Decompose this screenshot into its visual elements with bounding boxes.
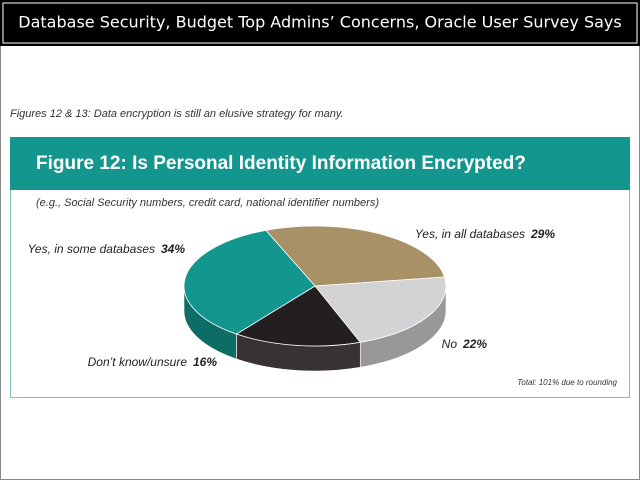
slice-value: 22% bbox=[462, 337, 487, 351]
chart-subtitle: (e.g., Social Security numbers, credit c… bbox=[36, 197, 379, 209]
slice bbox=[235, 285, 362, 347]
slice-value: 16% bbox=[193, 355, 217, 369]
slice-value: 34% bbox=[161, 242, 185, 256]
header-bar bbox=[0, 0, 640, 46]
slice bbox=[265, 225, 446, 287]
slice-label: No bbox=[442, 337, 458, 351]
header-border bbox=[2, 2, 638, 44]
chart-title: Figure 12: Is Personal Identity Informat… bbox=[36, 153, 526, 174]
slice bbox=[314, 276, 447, 343]
slice-label: Yes, in all databases bbox=[415, 227, 525, 241]
caption: Figures 12 & 13: Data encryption is stil… bbox=[10, 108, 344, 120]
header-title: Database Security, Budget Top Admins’ Co… bbox=[18, 13, 621, 32]
slice-label: Don’t know/unsure bbox=[88, 355, 188, 369]
slice-value: 29% bbox=[530, 227, 555, 241]
slice-label: Yes, in some databases bbox=[28, 242, 155, 256]
figure-header bbox=[10, 137, 630, 190]
slice bbox=[183, 229, 316, 335]
note: Total: 101% due to rounding bbox=[517, 378, 617, 387]
